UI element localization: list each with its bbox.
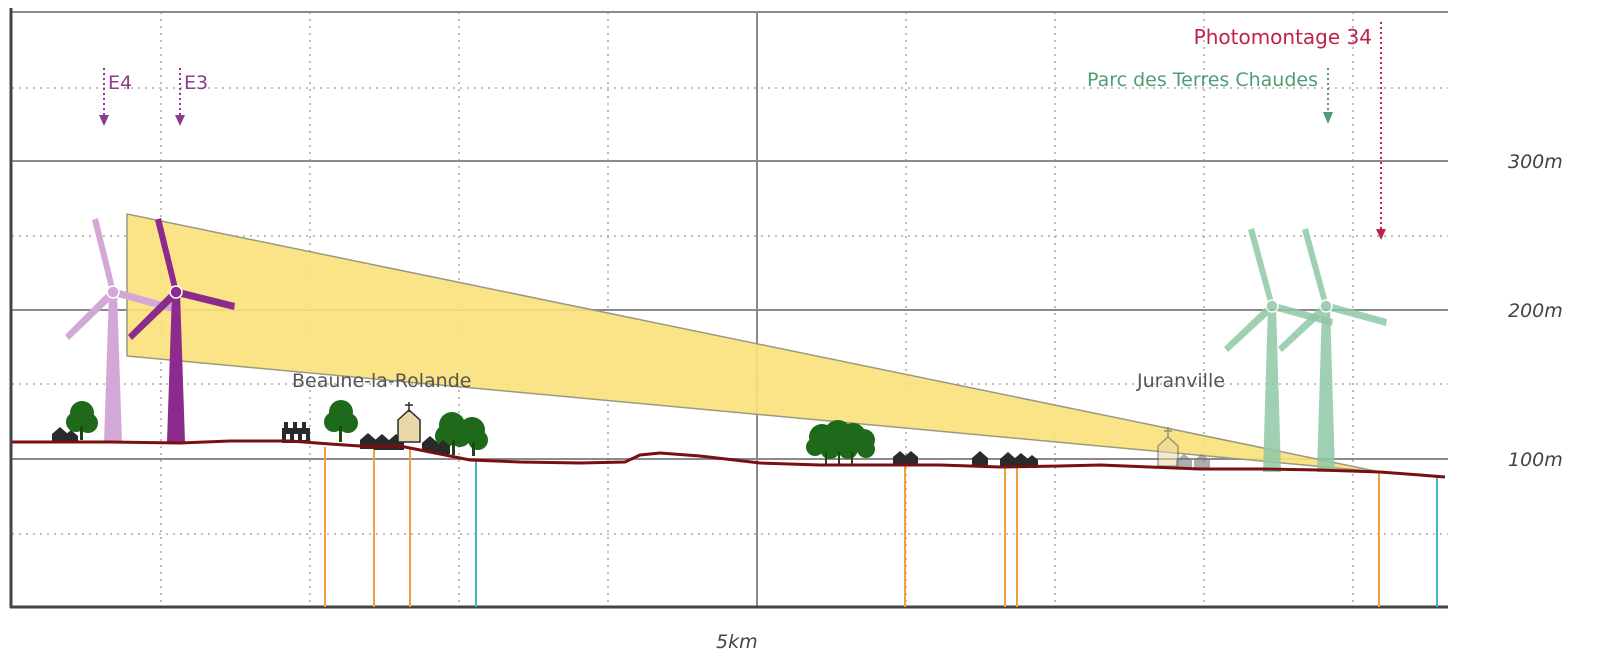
altitude-label-300: 300m xyxy=(1508,151,1563,173)
church-icon xyxy=(1157,427,1179,467)
view-cone xyxy=(126,213,1381,473)
grid-minor xyxy=(12,12,1448,607)
place-label-juranville: Juranville xyxy=(1136,370,1225,392)
wind-turbine-icon xyxy=(1224,228,1333,472)
tree-icon xyxy=(806,420,875,466)
tree-icon xyxy=(324,400,358,442)
altitude-label-100: 100m xyxy=(1508,449,1563,471)
distance-label: 5km xyxy=(716,631,758,653)
wind-turbine-icon xyxy=(1278,228,1387,472)
wind-turbine-icon xyxy=(128,218,235,442)
house-icon xyxy=(52,427,78,442)
terrain-profile xyxy=(12,439,1446,479)
place-label-beaune: Beaune-la-Rolande xyxy=(292,370,471,392)
church-icon xyxy=(397,402,421,443)
turbine-e3-marker: E3 xyxy=(175,68,208,126)
house-icon xyxy=(1176,454,1210,468)
house-icon xyxy=(893,451,1038,468)
factory-icon xyxy=(282,422,310,443)
parc-label: Parc des Terres Chaudes xyxy=(1087,69,1318,91)
altitude-label-200: 200m xyxy=(1508,300,1563,322)
photomontage-marker: Photomontage 34 xyxy=(1194,22,1386,240)
parc-marker: Parc des Terres Chaudes xyxy=(1087,68,1333,124)
turbine-e3-label: E3 xyxy=(184,72,208,94)
marker-lines xyxy=(324,447,1438,607)
photomontage-label: Photomontage 34 xyxy=(1194,25,1372,49)
tree-icon xyxy=(66,401,98,440)
tree-icon xyxy=(435,412,488,456)
turbine-e4-label: E4 xyxy=(108,72,132,94)
turbine-e4-marker: E4 xyxy=(99,68,132,126)
